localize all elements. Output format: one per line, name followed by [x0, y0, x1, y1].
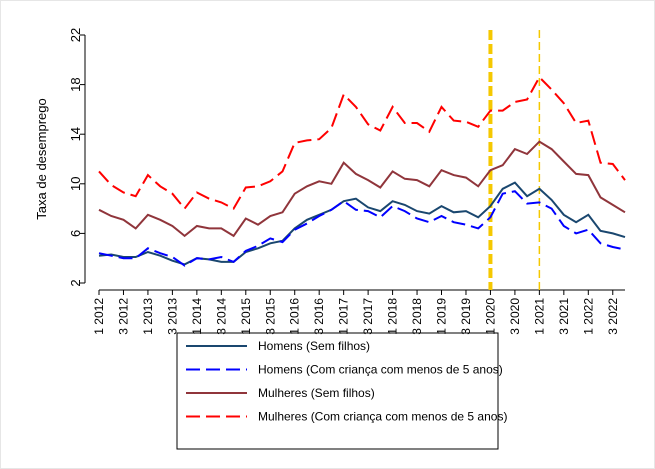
x-tick-label: 3 2018	[410, 298, 424, 335]
x-tick-label: 1 2020	[483, 298, 497, 335]
x-tick-label: 3 2014	[214, 298, 228, 335]
x-tick-label: 1 2012	[92, 298, 106, 335]
x-tick-label: 3 2016	[312, 298, 326, 335]
series-line	[98, 75, 626, 211]
x-tick-label: 3 2021	[557, 298, 571, 335]
x-tick-label: 3 2017	[361, 298, 375, 335]
x-tick-label: 1 2016	[288, 298, 302, 335]
legend-label: Homens (Sem filhos)	[258, 339, 370, 353]
y-tick-label: 10	[68, 177, 83, 191]
x-tick-label: 3 2020	[508, 298, 522, 335]
y-tick-label: 14	[68, 127, 83, 141]
x-tick-label: 1 2017	[337, 298, 351, 335]
x-tick-label: 3 2022	[606, 298, 620, 335]
x-tick-label: 1 2015	[239, 298, 253, 335]
x-tick-label: 1 2019	[435, 298, 449, 335]
y-tick-label: 18	[68, 77, 83, 91]
legend	[176, 332, 499, 450]
series-line	[98, 140, 626, 238]
y-axis-title: Taxa de desemprego	[34, 98, 49, 219]
x-tick-label: 1 2021	[532, 298, 546, 335]
series-line	[98, 190, 626, 267]
y-tick-label: 22	[68, 28, 83, 42]
x-tick-label: 1 2018	[386, 298, 400, 335]
y-tick-label: 2	[68, 279, 83, 286]
legend-label: Mulheres (Sem filhos)	[258, 386, 375, 400]
legend-label: Mulheres (Com criança com menos de 5 ano…	[258, 410, 507, 424]
legend-label: Homens (Com criança com menos de 5 anos)	[258, 363, 503, 377]
x-tick-label: 1 2013	[141, 298, 155, 335]
x-tick-label: 3 2012	[116, 298, 130, 335]
y-tick-label: 6	[68, 230, 83, 237]
x-tick-label: 3 2019	[459, 298, 473, 335]
x-tick-label: 3 2015	[263, 298, 277, 335]
series-line	[98, 181, 626, 266]
x-tick-label: 1 2014	[190, 298, 204, 335]
x-tick-label: 3 2013	[165, 298, 179, 335]
x-tick-label: 1 2022	[581, 298, 595, 335]
